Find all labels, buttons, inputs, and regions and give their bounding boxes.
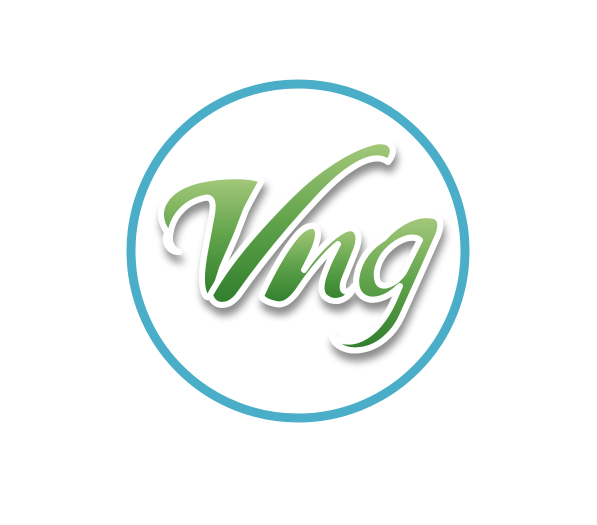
monogram-glyph [158, 138, 444, 354]
